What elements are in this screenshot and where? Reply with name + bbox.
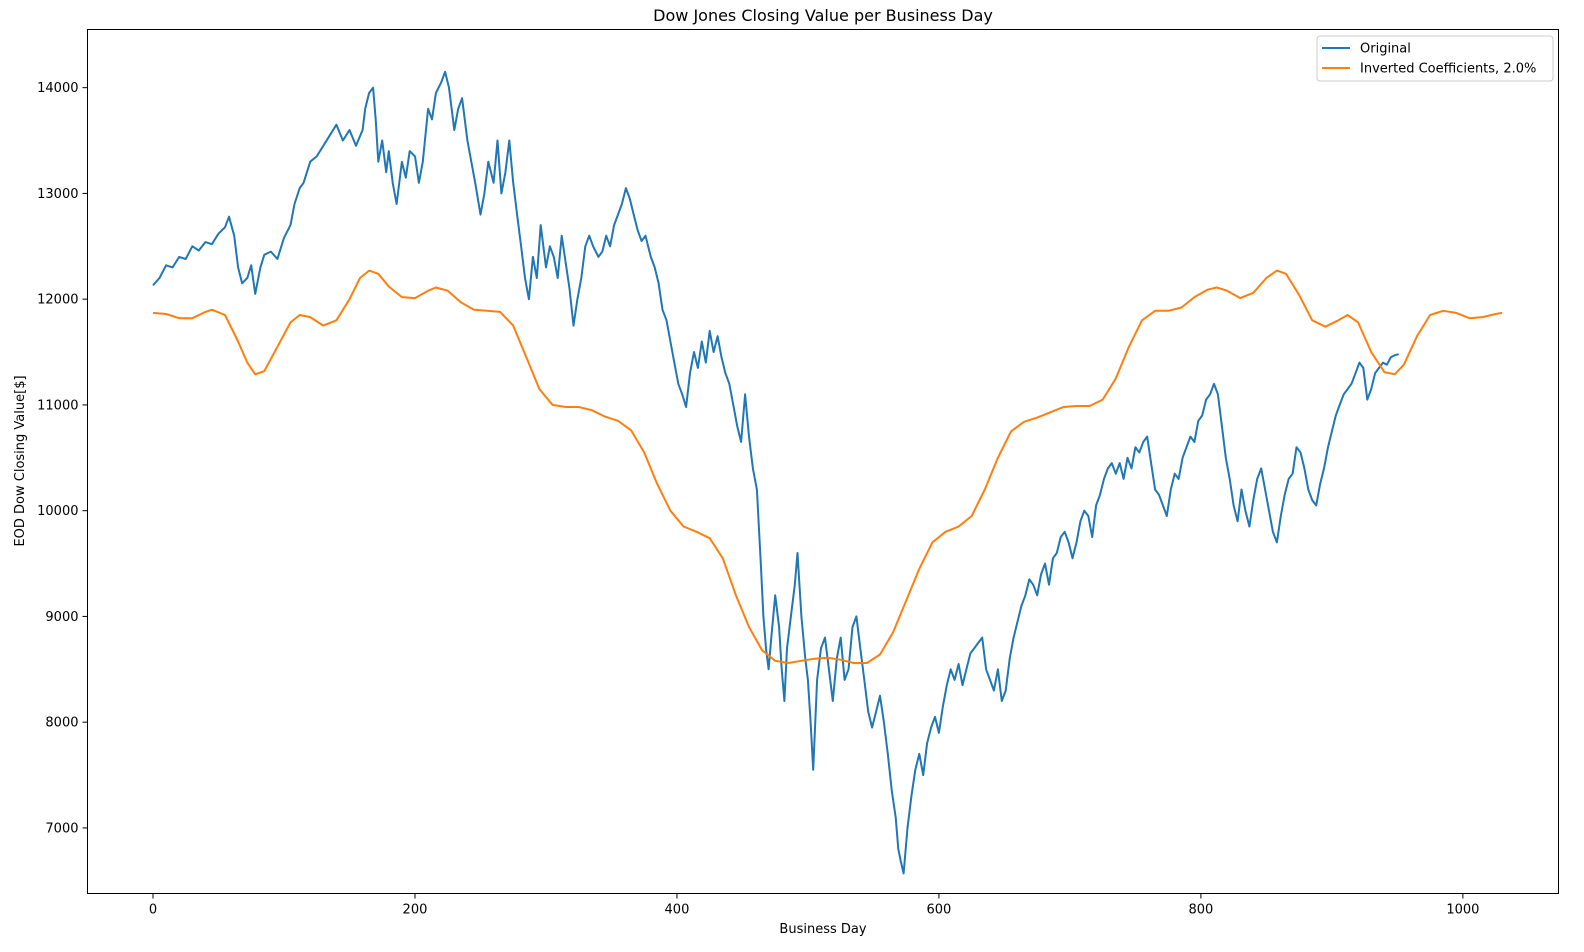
y-tick-label: 11000 bbox=[37, 398, 78, 413]
chart-title: Dow Jones Closing Value per Business Day bbox=[653, 6, 993, 25]
y-axis-ticks: 7000 8000 9000 10000 11000 12000 13000 14000 bbox=[37, 81, 88, 836]
legend-label-original: Original bbox=[1360, 42, 1411, 57]
x-tick-label: 800 bbox=[1188, 903, 1213, 918]
y-tick-label: 9000 bbox=[45, 610, 78, 625]
series-line-1 bbox=[152, 269, 1503, 664]
x-axis-title: Business Day bbox=[779, 922, 866, 937]
y-tick-label: 13000 bbox=[37, 187, 78, 202]
x-axis-ticks: 0 200 400 600 800 1000 bbox=[149, 893, 1479, 918]
x-tick-label: 400 bbox=[665, 903, 690, 918]
x-tick-label: 600 bbox=[927, 903, 952, 918]
plot-frame bbox=[87, 29, 1559, 894]
x-tick-label: 0 bbox=[149, 903, 157, 918]
x-tick-label: 200 bbox=[403, 903, 428, 918]
series-line-0 bbox=[152, 70, 1399, 875]
y-tick-label: 7000 bbox=[45, 821, 78, 836]
y-tick-label: 8000 bbox=[45, 716, 78, 731]
y-tick-label: 12000 bbox=[37, 293, 78, 308]
y-tick-label: 14000 bbox=[37, 81, 78, 96]
y-axis-title: EOD Dow Closing Value[$] bbox=[13, 375, 28, 546]
x-tick-label: 1000 bbox=[1446, 903, 1479, 918]
y-tick-label: 10000 bbox=[37, 504, 78, 519]
legend-box bbox=[1316, 35, 1554, 82]
legend: Original Inverted Coefficients, 2.0% bbox=[1316, 35, 1554, 82]
series-group bbox=[152, 70, 1503, 875]
legend-label-inverted: Inverted Coefficients, 2.0% bbox=[1360, 62, 1536, 77]
